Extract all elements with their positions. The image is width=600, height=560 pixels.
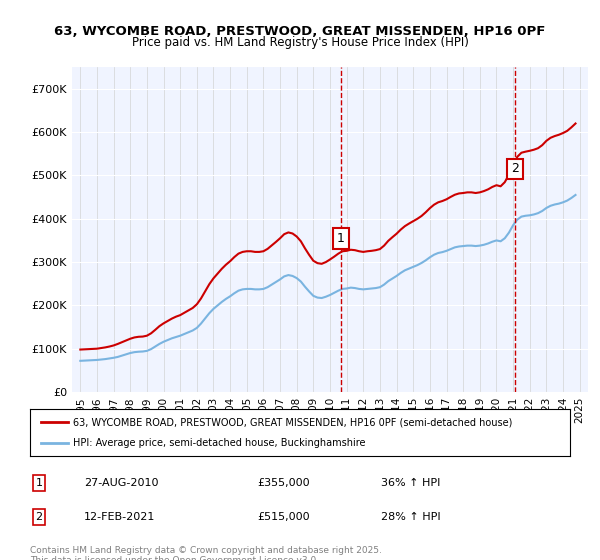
Text: 27-AUG-2010: 27-AUG-2010 bbox=[84, 478, 158, 488]
Text: 36% ↑ HPI: 36% ↑ HPI bbox=[381, 478, 440, 488]
Text: Contains HM Land Registry data © Crown copyright and database right 2025.
This d: Contains HM Land Registry data © Crown c… bbox=[30, 546, 382, 560]
Text: 12-FEB-2021: 12-FEB-2021 bbox=[84, 512, 155, 522]
Text: 28% ↑ HPI: 28% ↑ HPI bbox=[381, 512, 440, 522]
Text: 2: 2 bbox=[511, 162, 519, 175]
Text: 1: 1 bbox=[337, 232, 345, 245]
Text: 1: 1 bbox=[35, 478, 43, 488]
Text: 63, WYCOMBE ROAD, PRESTWOOD, GREAT MISSENDEN, HP16 0PF (semi-detached house): 63, WYCOMBE ROAD, PRESTWOOD, GREAT MISSE… bbox=[73, 417, 512, 427]
Text: Price paid vs. HM Land Registry's House Price Index (HPI): Price paid vs. HM Land Registry's House … bbox=[131, 36, 469, 49]
Text: 2: 2 bbox=[35, 512, 43, 522]
Text: £355,000: £355,000 bbox=[257, 478, 310, 488]
Text: £515,000: £515,000 bbox=[257, 512, 310, 522]
Text: 63, WYCOMBE ROAD, PRESTWOOD, GREAT MISSENDEN, HP16 0PF: 63, WYCOMBE ROAD, PRESTWOOD, GREAT MISSE… bbox=[55, 25, 545, 38]
Text: HPI: Average price, semi-detached house, Buckinghamshire: HPI: Average price, semi-detached house,… bbox=[73, 438, 366, 448]
